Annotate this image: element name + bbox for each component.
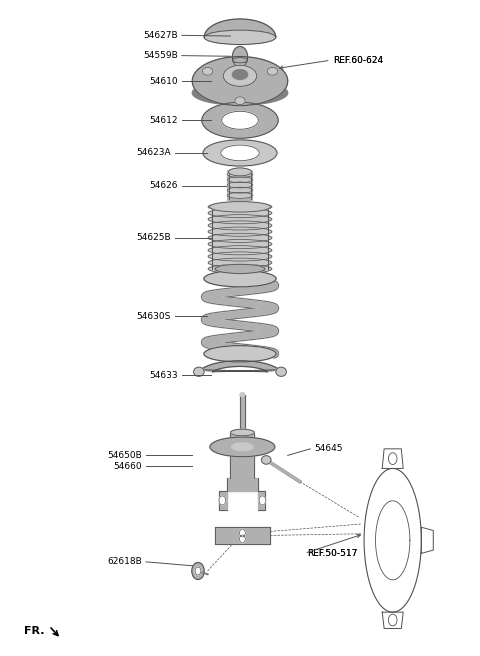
Text: 54645: 54645: [314, 444, 342, 453]
Ellipse shape: [240, 393, 245, 397]
Text: 54559B: 54559B: [143, 51, 178, 60]
Text: 54610: 54610: [149, 77, 178, 85]
Ellipse shape: [215, 264, 265, 274]
Text: REF.60-624: REF.60-624: [333, 56, 383, 65]
Text: REF.60-624: REF.60-624: [333, 56, 383, 65]
Ellipse shape: [208, 239, 272, 249]
Circle shape: [232, 47, 248, 68]
Ellipse shape: [192, 56, 288, 106]
Ellipse shape: [208, 221, 272, 230]
Ellipse shape: [210, 201, 270, 212]
Ellipse shape: [276, 367, 287, 377]
Text: 54612: 54612: [149, 115, 178, 125]
Ellipse shape: [228, 192, 252, 198]
Ellipse shape: [208, 202, 272, 211]
Ellipse shape: [232, 58, 248, 63]
Circle shape: [219, 496, 226, 505]
Text: 54626: 54626: [149, 181, 178, 190]
Ellipse shape: [230, 429, 254, 436]
Ellipse shape: [232, 443, 253, 451]
Ellipse shape: [208, 209, 272, 218]
Text: 54633: 54633: [149, 371, 178, 380]
Text: 54630S: 54630S: [136, 312, 171, 321]
Polygon shape: [364, 468, 421, 612]
Ellipse shape: [208, 215, 272, 224]
Circle shape: [259, 496, 266, 505]
Text: 54660: 54660: [114, 462, 142, 471]
Ellipse shape: [208, 234, 272, 243]
Polygon shape: [201, 361, 279, 372]
Ellipse shape: [223, 66, 257, 87]
Text: 54650B: 54650B: [108, 451, 142, 460]
Ellipse shape: [228, 172, 252, 177]
Ellipse shape: [193, 367, 204, 377]
Polygon shape: [382, 612, 403, 628]
Ellipse shape: [204, 30, 276, 45]
Ellipse shape: [208, 252, 272, 261]
Ellipse shape: [221, 145, 259, 161]
Ellipse shape: [204, 346, 276, 362]
Polygon shape: [421, 527, 433, 554]
Circle shape: [388, 453, 397, 464]
Ellipse shape: [267, 68, 278, 75]
Ellipse shape: [202, 68, 213, 75]
Ellipse shape: [228, 176, 252, 182]
Ellipse shape: [192, 81, 288, 105]
Ellipse shape: [232, 70, 248, 79]
Polygon shape: [219, 491, 227, 510]
Ellipse shape: [202, 102, 278, 138]
Polygon shape: [204, 19, 276, 37]
Ellipse shape: [228, 182, 252, 188]
Ellipse shape: [235, 96, 245, 104]
Ellipse shape: [210, 437, 275, 457]
Text: 62618B: 62618B: [108, 558, 142, 566]
Text: REF.50-517: REF.50-517: [307, 549, 357, 558]
Circle shape: [195, 567, 201, 575]
Polygon shape: [382, 449, 403, 468]
Text: 54627B: 54627B: [144, 31, 178, 40]
Ellipse shape: [208, 246, 272, 255]
Text: REF.50-517: REF.50-517: [307, 549, 357, 558]
Circle shape: [240, 529, 245, 537]
FancyBboxPatch shape: [228, 171, 252, 201]
Ellipse shape: [228, 168, 252, 176]
Ellipse shape: [228, 187, 252, 193]
Circle shape: [192, 562, 204, 579]
Text: 54623A: 54623A: [136, 148, 171, 157]
Text: FR.: FR.: [24, 626, 45, 636]
Ellipse shape: [208, 264, 272, 274]
Text: 54625B: 54625B: [136, 234, 171, 242]
Ellipse shape: [208, 258, 272, 267]
Ellipse shape: [208, 227, 272, 236]
Ellipse shape: [204, 270, 276, 287]
Ellipse shape: [222, 112, 258, 129]
Ellipse shape: [262, 456, 271, 464]
Circle shape: [240, 535, 245, 543]
Circle shape: [388, 614, 397, 626]
Polygon shape: [258, 491, 265, 510]
Ellipse shape: [203, 140, 277, 166]
